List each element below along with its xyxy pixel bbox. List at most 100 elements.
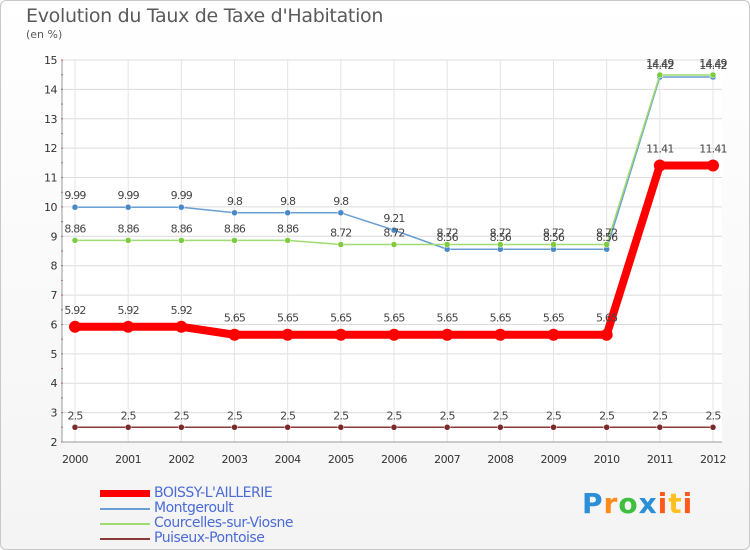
legend-swatch <box>100 537 150 540</box>
data-label: 9.8 <box>333 195 349 208</box>
data-label: 8.56 <box>543 231 565 244</box>
data-point <box>600 328 613 341</box>
data-point <box>494 328 507 341</box>
x-tick-label: 2009 <box>541 453 567 466</box>
data-label: 2.5 <box>546 409 562 422</box>
data-label: 8.72 <box>543 227 564 240</box>
data-label: 8.86 <box>118 222 140 235</box>
x-tick-label: 2005 <box>328 453 354 466</box>
data-point <box>443 424 451 431</box>
x-tick-label: 2001 <box>115 453 141 466</box>
data-point <box>71 424 79 431</box>
data-point <box>69 320 81 333</box>
data-label: 9.8 <box>280 195 296 208</box>
data-label: 2.5 <box>227 409 243 422</box>
data-label: 5.92 <box>118 304 139 317</box>
data-point <box>124 237 132 244</box>
legend-item: Montgeroult <box>100 501 293 516</box>
data-point <box>175 320 188 333</box>
y-tick-label: 4 <box>51 377 58 390</box>
data-point <box>443 241 451 248</box>
data-label: 2.5 <box>174 409 190 422</box>
data-point <box>709 424 717 431</box>
data-point <box>497 424 504 431</box>
legend-item: BOISSY-L'AILLERIE <box>100 486 293 501</box>
data-label: 14.49 <box>646 57 674 70</box>
data-label: 5.65 <box>437 312 459 325</box>
data-label: 9.21 <box>383 212 404 225</box>
data-label: 5.65 <box>543 312 565 325</box>
data-labels: 5.92 5.92 5.92 5.65 5.65 5.65 5.65 5.65 5.65 5.65… <box>64 57 728 422</box>
data-label: 8.86 <box>224 222 246 235</box>
data-point <box>228 328 241 341</box>
legend-item: Puiseux-Pontoise <box>100 531 293 546</box>
data-label: 8.86 <box>64 222 86 235</box>
brand-logo: Proxiti <box>582 487 694 520</box>
y-tick-label: 5 <box>51 348 58 361</box>
y-tick-label: 13 <box>44 113 57 126</box>
axes: 2 3 4 5 6 7 8 9 10 11 12 13 14 15 2000 2001 2002 2003 2004… <box>44 54 727 466</box>
x-tick-label: 2000 <box>62 453 88 466</box>
data-label: 8.86 <box>277 222 299 235</box>
data-point <box>547 328 560 341</box>
data-label: 8.86 <box>171 222 193 235</box>
y-tick-label: 3 <box>51 407 58 420</box>
data-point <box>122 320 135 333</box>
data-point <box>550 424 557 431</box>
data-point <box>178 424 185 431</box>
data-label: 8.72 <box>437 227 458 240</box>
grid <box>62 59 722 443</box>
data-point <box>124 424 132 431</box>
data-label: 5.92 <box>64 304 85 317</box>
data-point <box>71 203 79 211</box>
data-label: 11.41 <box>699 142 727 155</box>
data-label: 8.56 <box>437 231 459 244</box>
data-label: 2.5 <box>705 409 721 422</box>
data-label: 2.5 <box>440 409 456 422</box>
y-tick-label: 11 <box>44 172 57 185</box>
y-tick-label: 7 <box>51 289 58 302</box>
data-point <box>441 328 454 341</box>
data-point <box>390 424 398 431</box>
data-point <box>707 159 719 172</box>
x-tick-label: 2003 <box>222 453 248 466</box>
y-tick-label: 14 <box>44 83 57 96</box>
data-label: 5.65 <box>596 312 618 325</box>
data-label: 8.72 <box>490 227 511 240</box>
legend: BOISSY-L'AILLERIE Montgeroult Courcelles-s… <box>100 486 293 546</box>
data-point <box>603 241 610 248</box>
data-point <box>124 203 132 211</box>
y-tick-label: 15 <box>44 54 57 67</box>
data-label: 2.5 <box>386 409 402 422</box>
data-point <box>284 209 291 217</box>
data-label: 5.65 <box>330 312 352 325</box>
data-point <box>334 328 347 341</box>
data-point <box>390 226 398 234</box>
series-layer <box>69 71 719 431</box>
legend-label: Puiseux-Pontoise <box>154 530 265 546</box>
data-label: 8.72 <box>330 227 351 240</box>
data-point <box>656 71 664 79</box>
data-label: 5.92 <box>171 304 192 317</box>
plot-area <box>62 60 722 442</box>
data-label: 2.5 <box>599 409 615 422</box>
y-tick-label: 10 <box>44 201 57 214</box>
data-point <box>231 424 238 431</box>
data-label: 5.65 <box>490 312 512 325</box>
data-label: 2.5 <box>652 409 668 422</box>
data-point <box>388 328 400 341</box>
data-point <box>497 241 504 248</box>
x-tick-label: 2010 <box>594 453 620 466</box>
data-label: 8.72 <box>596 227 617 240</box>
data-point <box>281 328 294 341</box>
data-label: 5.65 <box>277 312 299 325</box>
y-tick-label: 2 <box>51 436 58 449</box>
data-label: 5.65 <box>383 312 405 325</box>
data-point <box>603 424 610 431</box>
legend-swatch <box>100 522 150 525</box>
data-label: 14.42 <box>646 59 674 72</box>
data-point <box>178 203 185 211</box>
data-point <box>656 424 664 431</box>
y-tick-label: 8 <box>51 260 58 273</box>
